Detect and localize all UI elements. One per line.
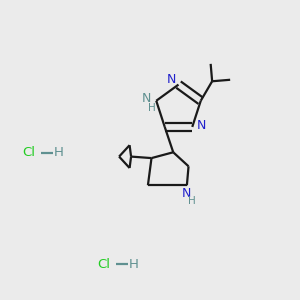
Text: Cl: Cl (22, 146, 35, 160)
Text: Cl: Cl (97, 257, 110, 271)
Text: N: N (142, 92, 151, 105)
Text: H: H (129, 257, 138, 271)
Text: N: N (182, 187, 192, 200)
Text: N: N (167, 73, 177, 86)
Text: H: H (188, 196, 196, 206)
Text: H: H (54, 146, 63, 160)
Text: N: N (196, 119, 206, 132)
Text: H: H (148, 103, 155, 113)
